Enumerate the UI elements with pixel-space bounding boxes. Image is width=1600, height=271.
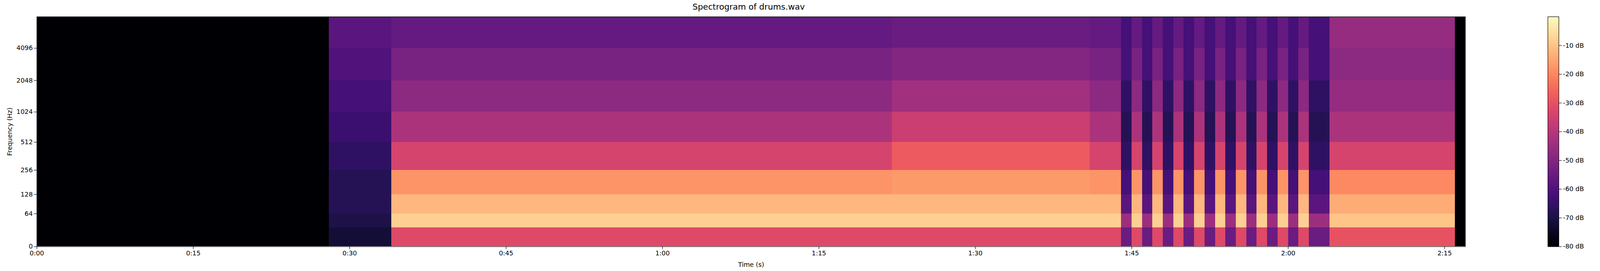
svg-text:64: 64 xyxy=(24,209,34,218)
svg-text:512: 512 xyxy=(20,138,34,146)
svg-text:0:30: 0:30 xyxy=(342,249,357,257)
svg-text:Frequency (Hz): Frequency (Hz) xyxy=(5,107,14,156)
svg-text:-60 dB: -60 dB xyxy=(1563,185,1585,193)
svg-text:1:15: 1:15 xyxy=(811,249,827,257)
svg-text:-50 dB: -50 dB xyxy=(1563,156,1585,164)
svg-text:0:15: 0:15 xyxy=(185,249,201,257)
svg-text:0: 0 xyxy=(28,242,33,251)
svg-text:2:00: 2:00 xyxy=(1280,249,1296,257)
svg-text:1:30: 1:30 xyxy=(968,249,983,257)
svg-text:-30 dB: -30 dB xyxy=(1563,99,1585,107)
svg-text:1024: 1024 xyxy=(16,107,34,116)
svg-text:2:15: 2:15 xyxy=(1437,249,1452,257)
svg-text:-10 dB: -10 dB xyxy=(1563,41,1585,50)
svg-text:4096: 4096 xyxy=(16,44,33,52)
svg-text:1:45: 1:45 xyxy=(1124,249,1139,257)
svg-text:2048: 2048 xyxy=(16,76,33,85)
svg-text:1:00: 1:00 xyxy=(655,249,670,257)
svg-text:Time (s): Time (s) xyxy=(737,260,765,269)
svg-text:256: 256 xyxy=(20,166,34,174)
html-text:Spectrogram of drums.wav: Spectrogram of drums.wav xyxy=(692,1,805,12)
svg-text:128: 128 xyxy=(20,190,34,198)
svg-text:-40 dB: -40 dB xyxy=(1563,127,1585,136)
svg-text:-20 dB: -20 dB xyxy=(1563,70,1585,78)
svg-text:0:45: 0:45 xyxy=(498,249,513,257)
svg-text:-70 dB: -70 dB xyxy=(1563,214,1585,222)
svg-text:-80 dB: -80 dB xyxy=(1563,242,1585,250)
svg-text:0:00: 0:00 xyxy=(29,249,45,257)
